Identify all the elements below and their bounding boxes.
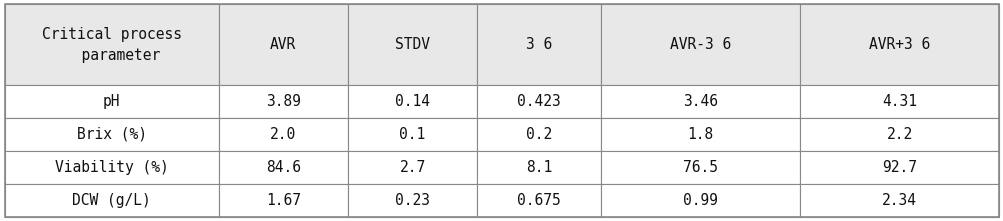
Text: 0.423: 0.423 [517,94,561,109]
Bar [799,184,998,217]
Bar [348,184,476,217]
Bar [799,151,998,184]
Text: 3.46: 3.46 [683,94,717,109]
Text: 0.99: 0.99 [683,193,717,208]
Bar [799,4,998,85]
Text: 76.5: 76.5 [683,160,717,175]
Text: 1.8: 1.8 [687,127,713,142]
Bar [601,151,799,184]
Text: STDV: STDV [394,37,429,52]
Text: 0.23: 0.23 [394,193,429,208]
Text: 2.2: 2.2 [886,127,912,142]
Text: 2.34: 2.34 [882,193,916,208]
Text: 1.67: 1.67 [266,193,301,208]
Bar [348,151,476,184]
Text: 2.0: 2.0 [270,127,296,142]
Text: 0.1: 0.1 [399,127,425,142]
Text: 0.2: 0.2 [526,127,552,142]
Bar [5,118,219,151]
Bar [601,184,799,217]
Bar [476,118,601,151]
Text: 0.14: 0.14 [394,94,429,109]
Bar [476,184,601,217]
Bar [219,85,348,118]
Bar [5,184,219,217]
Bar [219,151,348,184]
Bar [601,85,799,118]
Text: 3.89: 3.89 [266,94,301,109]
Text: DCW (g/L): DCW (g/L) [72,193,151,208]
Text: pH: pH [103,94,120,109]
Bar [476,151,601,184]
Text: AVR: AVR [270,37,296,52]
Bar [348,118,476,151]
Bar [476,4,601,85]
Bar [219,184,348,217]
Text: AVR+3 6: AVR+3 6 [868,37,930,52]
Bar [476,85,601,118]
Bar [601,4,799,85]
Text: 2.7: 2.7 [399,160,425,175]
Text: 92.7: 92.7 [882,160,916,175]
Bar [348,85,476,118]
Bar [5,151,219,184]
Text: 8.1: 8.1 [526,160,552,175]
Bar [799,118,998,151]
Text: Viability (%): Viability (%) [55,160,169,175]
Bar [799,85,998,118]
Bar [5,85,219,118]
Text: Critical process
  parameter: Critical process parameter [42,27,182,63]
Bar [219,4,348,85]
Text: Brix (%): Brix (%) [77,127,146,142]
Text: 4.31: 4.31 [882,94,916,109]
Text: 3 6: 3 6 [526,37,552,52]
Text: 0.675: 0.675 [517,193,561,208]
Bar [348,4,476,85]
Bar [601,118,799,151]
Text: 84.6: 84.6 [266,160,301,175]
Bar [5,4,219,85]
Bar [219,118,348,151]
Text: AVR-3 6: AVR-3 6 [669,37,731,52]
